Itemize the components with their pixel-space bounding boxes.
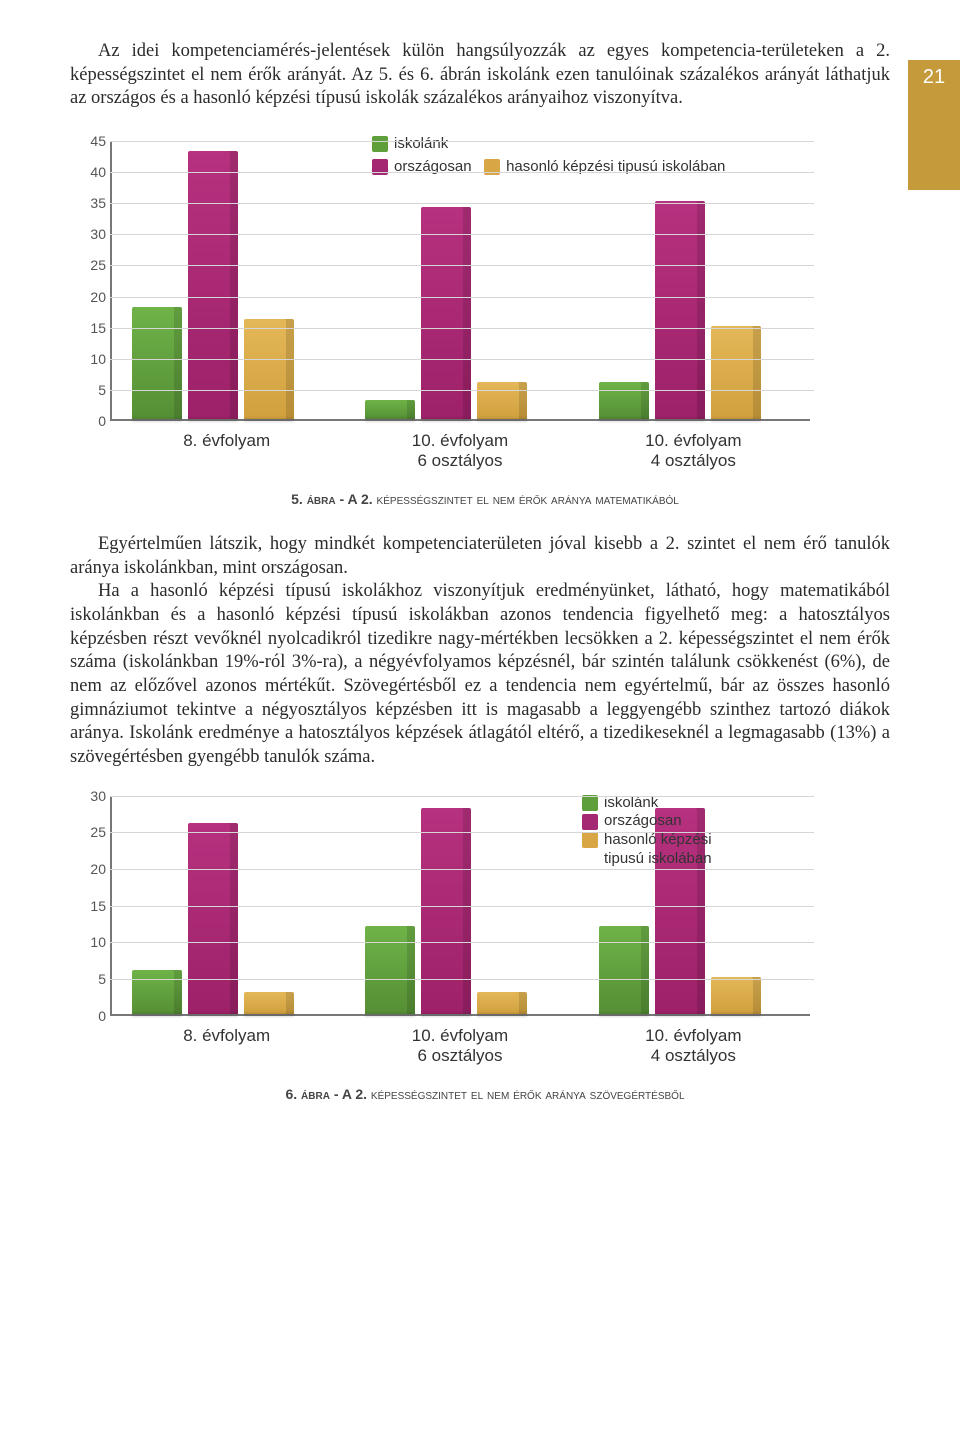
bar-orange [244, 319, 294, 419]
y-tick: 35 [76, 195, 106, 211]
page-content: Az idei kompetenciamérés-jelentések külö… [70, 40, 890, 1102]
y-tick: 10 [76, 351, 106, 367]
chart-1: iskolánk országosan hasonló képzési tipu… [110, 141, 860, 507]
y-tick: 30 [76, 788, 106, 804]
y-tick: 0 [76, 1008, 106, 1024]
mid-paragraph-1: Egyértelműen látszik, hogy mindkét kompe… [70, 533, 890, 580]
x-category: 10. évfolyam6 osztályos [343, 431, 576, 471]
y-tick: 10 [76, 934, 106, 950]
x-category: 10. évfolyam4 osztályos [577, 431, 810, 471]
chart-2-legend: iskolánk országosan hasonló képzési tipu… [582, 794, 712, 869]
y-tick: 25 [76, 257, 106, 273]
x-category: 8. évfolyam [110, 431, 343, 471]
bar-orange [477, 382, 527, 419]
y-tick: 30 [76, 226, 106, 242]
legend-item-hasonlo-line2: tipusú iskolában [582, 850, 712, 869]
bar-magenta [421, 207, 471, 419]
y-tick: 5 [76, 382, 106, 398]
bar-orange [477, 992, 527, 1014]
page-number: 21 [923, 66, 945, 88]
chart-2: iskolánk országosan hasonló képzési tipu… [110, 796, 860, 1102]
x-category: 10. évfolyam6 osztályos [343, 1026, 576, 1066]
y-tick: 15 [76, 898, 106, 914]
y-tick: 45 [76, 133, 106, 149]
bar-green [132, 307, 182, 419]
y-tick: 5 [76, 971, 106, 987]
intro-paragraph: Az idei kompetenciamérés-jelentések külö… [70, 40, 890, 111]
bar-green [132, 970, 182, 1014]
bar-green [599, 926, 649, 1014]
bar-magenta [188, 151, 238, 419]
chart-1-plot: iskolánk országosan hasonló képzési tipu… [110, 141, 810, 421]
page-number-tab: 21 [908, 60, 960, 190]
x-category: 10. évfolyam4 osztályos [577, 1026, 810, 1066]
y-tick: 25 [76, 824, 106, 840]
y-tick: 15 [76, 320, 106, 336]
chart-1-caption: 5. ábra - A 2. képességszintet el nem ér… [110, 491, 860, 507]
chart-2-caption: 6. ábra - A 2. képességszintet el nem ér… [110, 1086, 860, 1102]
bar-green [365, 926, 415, 1014]
y-tick: 20 [76, 861, 106, 877]
y-tick: 20 [76, 289, 106, 305]
y-tick: 0 [76, 413, 106, 429]
chart-1-x-axis: 8. évfolyam10. évfolyam6 osztályos10. év… [110, 431, 860, 471]
chart-2-plot: iskolánk országosan hasonló képzési tipu… [110, 796, 810, 1016]
x-category: 8. évfolyam [110, 1026, 343, 1066]
bar-magenta [421, 808, 471, 1013]
bar-magenta [188, 823, 238, 1014]
legend-item-hasonlo: hasonló képzési [582, 831, 712, 850]
legend-item-iskolank: iskolánk [372, 135, 725, 152]
bar-orange [711, 326, 761, 419]
bar-green [599, 382, 649, 419]
legend-item-orszagosan: országosan [582, 812, 712, 831]
bar-green [365, 400, 415, 419]
y-tick: 40 [76, 164, 106, 180]
bar-orange [711, 977, 761, 1014]
bar-orange [244, 992, 294, 1014]
mid-paragraph-2: Ha a hasonló képzési típusú iskolákhoz v… [70, 580, 890, 769]
chart-2-x-axis: 8. évfolyam10. évfolyam6 osztályos10. év… [110, 1026, 860, 1066]
